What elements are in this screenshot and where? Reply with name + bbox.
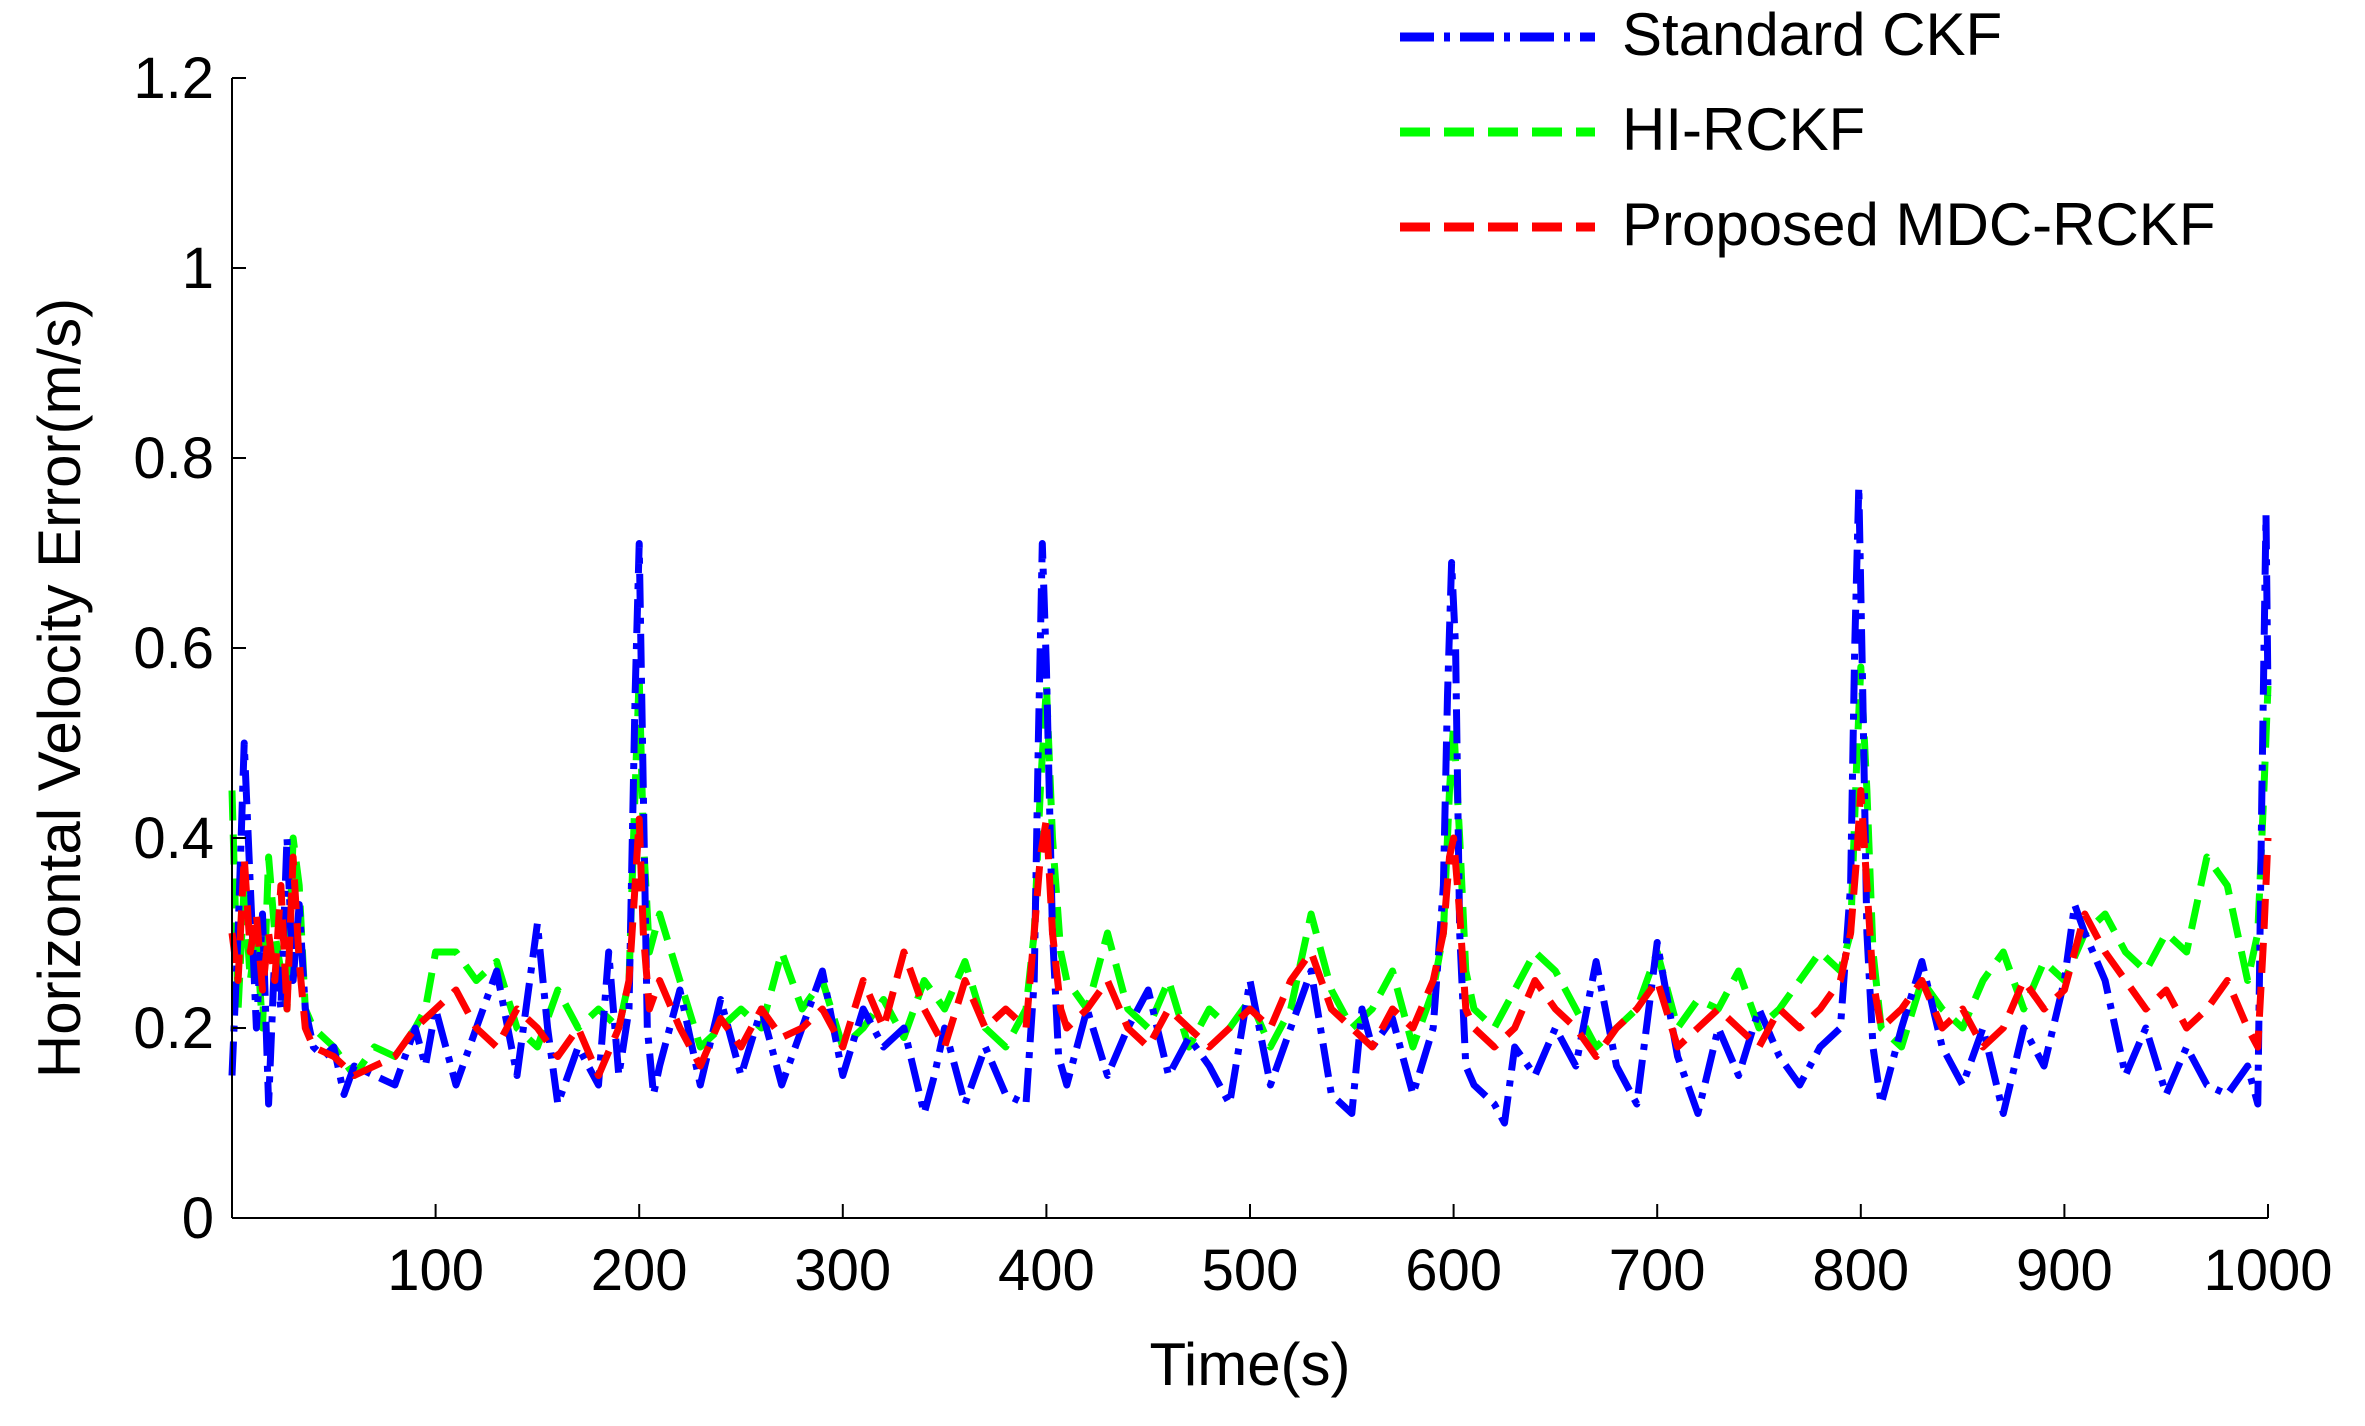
y-tick-label: 1.2 [133, 46, 214, 111]
x-tick-label: 600 [1405, 1238, 1502, 1303]
series-line-proposed-mdc-rckf [228, 787, 2272, 1079]
legend: Standard CKF HI-RCKF Proposed MDC-RCKF [1400, 1, 2215, 258]
y-tick-label: 0.2 [133, 996, 214, 1061]
x-tick-label: 100 [387, 1238, 484, 1303]
y-tick-label: 0.8 [133, 426, 214, 491]
x-axis-title: Time(s) [1149, 1331, 1350, 1398]
x-tick-label: 1000 [2203, 1238, 2332, 1303]
x-tick-label: 900 [2016, 1238, 2113, 1303]
x-ticks: 100 200 300 400 500 600 700 800 900 1000 [387, 1204, 2333, 1303]
y-ticks: 0 0.2 0.4 0.6 0.8 1 1.2 [133, 46, 246, 1251]
legend-label-hi-rckf: HI-RCKF [1622, 96, 1865, 163]
legend-label-mdc-rckf: Proposed MDC-RCKF [1622, 191, 2215, 258]
y-tick-label: 0.6 [133, 616, 214, 681]
y-tick-label: 0 [182, 1186, 214, 1251]
x-tick-label: 500 [1202, 1238, 1299, 1303]
x-tick-label: 200 [591, 1238, 688, 1303]
series-layer [228, 483, 2272, 1127]
x-tick-label: 700 [1609, 1238, 1706, 1303]
x-tick-label: 300 [794, 1238, 891, 1303]
legend-label-standard-ckf: Standard CKF [1622, 1, 2002, 68]
x-tick-label: 800 [1812, 1238, 1909, 1303]
y-tick-label: 0.4 [133, 806, 214, 871]
y-axis-title: Horizontal Velocity Error(m/s) [26, 298, 93, 1078]
x-tick-label: 400 [998, 1238, 1095, 1303]
y-tick-label: 1 [182, 236, 214, 301]
